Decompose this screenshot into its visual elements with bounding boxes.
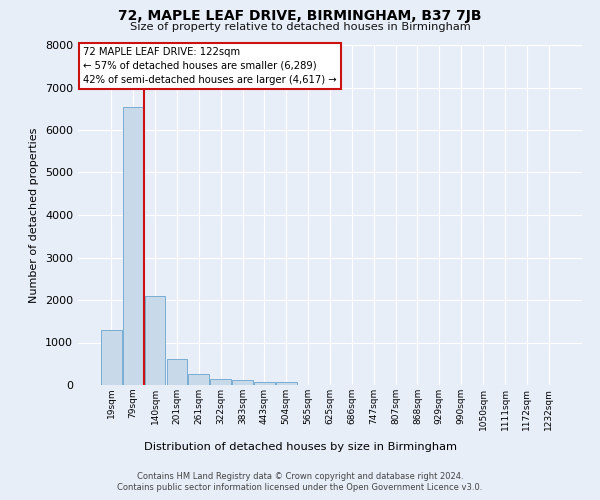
- Bar: [167, 358, 187, 385]
- Text: Contains HM Land Registry data © Crown copyright and database right 2024.: Contains HM Land Registry data © Crown c…: [137, 472, 463, 481]
- Bar: [276, 382, 296, 385]
- Bar: [254, 382, 275, 385]
- Text: Contains public sector information licensed under the Open Government Licence v3: Contains public sector information licen…: [118, 484, 482, 492]
- Text: Size of property relative to detached houses in Birmingham: Size of property relative to detached ho…: [130, 22, 470, 32]
- Bar: [232, 380, 253, 385]
- Bar: [210, 380, 231, 385]
- Bar: [145, 296, 166, 385]
- Text: Distribution of detached houses by size in Birmingham: Distribution of detached houses by size …: [143, 442, 457, 452]
- Text: 72 MAPLE LEAF DRIVE: 122sqm
← 57% of detached houses are smaller (6,289)
42% of : 72 MAPLE LEAF DRIVE: 122sqm ← 57% of det…: [83, 46, 337, 84]
- Bar: [188, 374, 209, 385]
- Y-axis label: Number of detached properties: Number of detached properties: [29, 128, 40, 302]
- Text: 72, MAPLE LEAF DRIVE, BIRMINGHAM, B37 7JB: 72, MAPLE LEAF DRIVE, BIRMINGHAM, B37 7J…: [118, 9, 482, 23]
- Bar: [123, 106, 143, 385]
- Bar: [101, 330, 122, 385]
